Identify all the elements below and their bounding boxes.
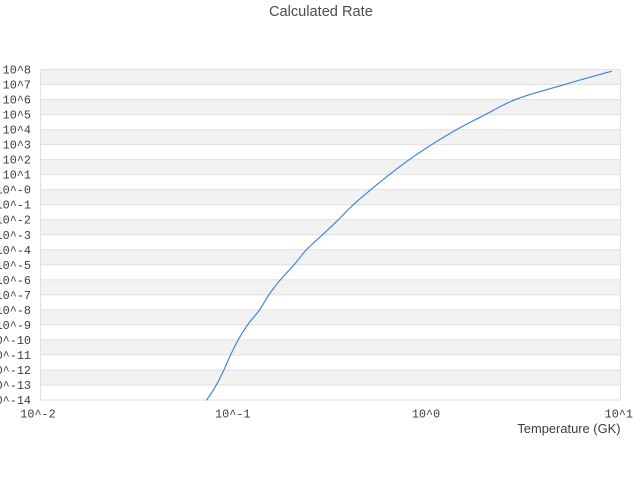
svg-text:10^-6: 10^-6 — [0, 274, 31, 288]
svg-text:10^-1: 10^-1 — [0, 199, 31, 213]
svg-text:10^-3: 10^-3 — [0, 229, 31, 243]
svg-text:10^-12: 10^-12 — [0, 364, 31, 378]
svg-text:10^6: 10^6 — [3, 94, 31, 108]
svg-text:10^-1: 10^-1 — [215, 408, 250, 422]
svg-text:10^1: 10^1 — [3, 169, 31, 183]
svg-text:10^1: 10^1 — [605, 408, 633, 422]
svg-text:10^-9: 10^-9 — [0, 319, 31, 333]
svg-text:10^-11: 10^-11 — [0, 349, 31, 363]
svg-text:Temperature (GK): Temperature (GK) — [517, 421, 620, 436]
svg-text:10^-2: 10^-2 — [20, 408, 55, 422]
svg-text:10^3: 10^3 — [3, 139, 31, 153]
svg-text:10^-13: 10^-13 — [0, 379, 31, 393]
svg-text:10^-4: 10^-4 — [0, 244, 31, 258]
svg-text:10^0: 10^0 — [412, 408, 440, 422]
svg-text:10^-8: 10^-8 — [0, 304, 31, 318]
svg-text:10^2: 10^2 — [3, 154, 31, 168]
svg-text:10^-0: 10^-0 — [0, 184, 31, 198]
svg-text:10^4: 10^4 — [3, 124, 31, 138]
svg-text:10^-5: 10^-5 — [0, 259, 31, 273]
svg-text:10^-7: 10^-7 — [0, 289, 31, 303]
svg-text:Calculated Rate: Calculated Rate — [269, 4, 373, 20]
svg-text:10^8: 10^8 — [3, 64, 31, 78]
svg-text:10^-14: 10^-14 — [0, 394, 31, 408]
svg-text:10^5: 10^5 — [3, 109, 31, 123]
svg-text:10^7: 10^7 — [3, 79, 31, 93]
svg-text:10^-2: 10^-2 — [0, 214, 31, 228]
svg-text:10^-10: 10^-10 — [0, 334, 31, 348]
